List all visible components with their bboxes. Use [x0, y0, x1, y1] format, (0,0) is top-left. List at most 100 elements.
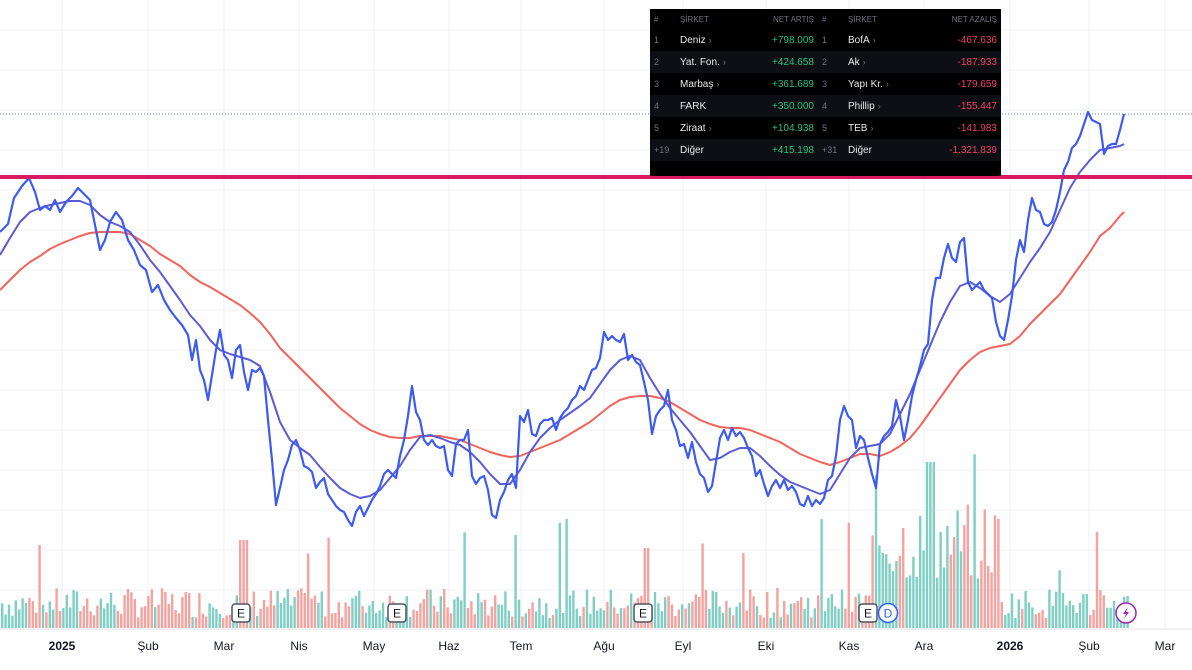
company-name: Ziraat — [680, 122, 706, 134]
volume-bar — [942, 567, 946, 628]
volume-bar — [715, 591, 718, 628]
volume-bar — [103, 608, 106, 628]
volume-bar — [140, 607, 143, 628]
volume-bar — [79, 610, 82, 628]
company-cell[interactable]: BofA › — [844, 29, 917, 51]
chevron-right-icon: › — [872, 34, 876, 45]
volume-bar — [1072, 605, 1075, 628]
volume-bar — [844, 608, 847, 628]
volume-histogram — [1, 454, 1129, 628]
table-row[interactable]: +19 Diğer +415.198 — [650, 139, 818, 161]
volume-bar — [776, 588, 779, 628]
volume-bar — [1095, 531, 1099, 628]
volume-bar — [201, 613, 204, 628]
table-row[interactable]: 2 Ak › -187.933 — [818, 51, 1001, 73]
table-row[interactable]: +31 Diğer -1.321.839 — [818, 139, 1001, 161]
volume-bar — [558, 522, 561, 628]
volume-bar — [147, 595, 150, 628]
volume-bar — [800, 597, 803, 628]
volume-bar — [1112, 600, 1116, 628]
earnings-marker[interactable]: E — [387, 603, 407, 623]
volume-bar — [334, 612, 337, 628]
volume-bar — [276, 591, 279, 628]
x-axis-tick-label: Eyl — [675, 639, 692, 653]
company-cell[interactable]: TEB › — [844, 117, 917, 139]
volume-bar — [840, 589, 844, 628]
volume-bar — [827, 597, 830, 628]
volume-bar — [568, 595, 572, 628]
company-cell[interactable]: FARK — [676, 95, 750, 117]
volume-bar — [52, 609, 55, 628]
volume-bar — [1068, 600, 1071, 628]
volume-bar — [1048, 589, 1051, 628]
volume-bar — [259, 608, 262, 628]
volume-bar — [150, 589, 153, 628]
table-row[interactable]: 1 Deniz › +798.009 — [650, 29, 818, 51]
volume-bar — [534, 611, 538, 628]
table-row[interactable]: 5 Ziraat › +104.938 — [650, 117, 818, 139]
volume-bar — [218, 613, 221, 628]
volume-bar — [177, 613, 181, 628]
table-row[interactable]: 4 Phillip › -155.447 — [818, 95, 1001, 117]
series-line-price — [0, 110, 1126, 528]
dividend-marker[interactable]: D — [877, 602, 899, 624]
volume-bar — [154, 607, 157, 628]
earnings-marker[interactable]: E — [231, 603, 251, 623]
volume-bar — [742, 552, 745, 628]
volume-bar — [113, 604, 116, 628]
volume-bar — [810, 617, 813, 628]
volume-bar — [1027, 602, 1031, 628]
net-decrease-header-value: NET AZALIŞ — [951, 14, 997, 24]
volume-bar — [11, 615, 14, 628]
x-axis-tick-label: Mar — [214, 639, 235, 653]
net-increase-header: # ŞİRKET NET ARTIŞ — [650, 9, 818, 29]
company-cell[interactable]: Marbaş › — [676, 73, 750, 95]
volume-bar — [55, 588, 58, 628]
company-cell[interactable]: Yat. Fon. › — [676, 51, 750, 73]
table-row[interactable]: 3 Yapı Kr. › -179.659 — [818, 73, 1001, 95]
table-row[interactable]: 2 Yat. Fon. › +424.658 — [650, 51, 818, 73]
volume-bar — [211, 607, 215, 628]
volume-bar — [936, 577, 939, 628]
volume-bar — [970, 575, 973, 628]
company-name: Ak — [848, 56, 860, 68]
row-rank: 5 — [822, 123, 828, 133]
volume-bar — [429, 589, 432, 628]
company-cell[interactable]: Diğer — [844, 139, 917, 161]
volume-bar — [371, 600, 374, 628]
x-axis-tick-label: Mar — [1155, 639, 1176, 653]
table-row[interactable]: 1 BofA › -467.636 — [818, 29, 1001, 51]
series-line-moving-average-short — [0, 143, 1125, 499]
company-name: FARK — [680, 100, 707, 112]
volume-bar — [89, 611, 92, 628]
lightning-icon[interactable] — [1115, 602, 1137, 624]
volume-bar — [769, 617, 772, 628]
earnings-marker[interactable]: E — [858, 603, 878, 623]
volume-bar — [198, 593, 201, 628]
volume-bar — [531, 602, 534, 628]
table-row[interactable]: 4 FARK +350.000 — [650, 95, 818, 117]
volume-bar — [609, 589, 612, 628]
volume-bar — [375, 613, 378, 628]
earnings-marker[interactable]: E — [633, 603, 653, 623]
company-cell[interactable]: Yapı Kr. › — [844, 73, 917, 95]
volume-bar — [470, 601, 473, 628]
company-cell[interactable]: Diğer — [676, 139, 750, 161]
volume-bar — [524, 613, 527, 628]
table-row[interactable]: 3 Marbaş › +361.689 — [650, 73, 818, 95]
volume-bar — [184, 591, 187, 628]
volume-bar — [361, 606, 364, 628]
company-cell[interactable]: Deniz › — [676, 29, 750, 51]
company-cell[interactable]: Ziraat › — [676, 117, 750, 139]
volume-bar — [269, 590, 272, 628]
table-row[interactable]: 5 TEB › -141.983 — [818, 117, 1001, 139]
company-cell[interactable]: Ak › — [844, 51, 917, 73]
company-cell[interactable]: Phillip › — [844, 95, 917, 117]
volume-bar — [364, 612, 368, 628]
volume-bar — [86, 598, 89, 628]
volume-bar — [915, 576, 918, 628]
volume-bar — [980, 560, 983, 628]
volume-bar — [912, 556, 915, 628]
